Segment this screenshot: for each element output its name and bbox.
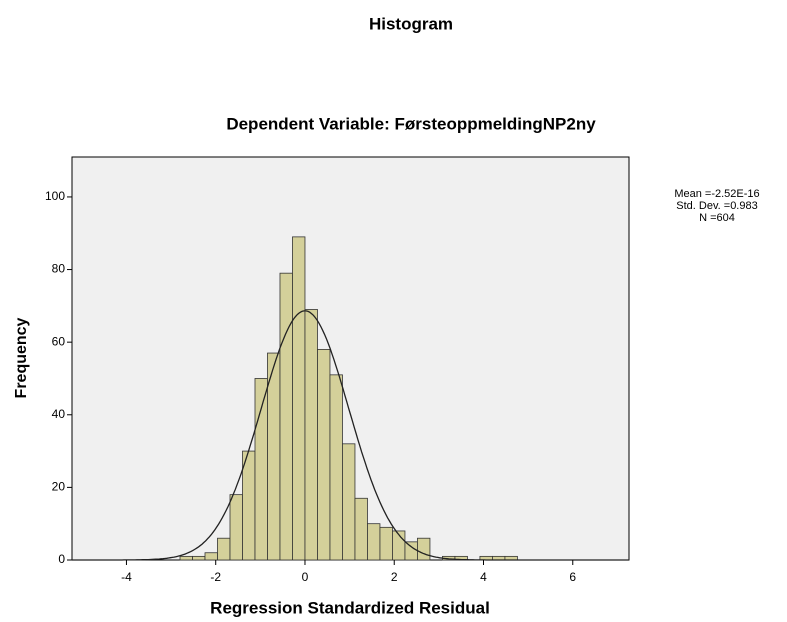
bar: [304, 309, 318, 561]
normal-curve: [72, 310, 629, 561]
y-tick-label: 0: [58, 552, 65, 566]
stat-value: 0.983: [730, 200, 758, 212]
bar: [329, 374, 343, 561]
bar: [242, 450, 256, 561]
x-tick-label: 0: [302, 570, 309, 584]
bar: [267, 352, 281, 561]
bar: [279, 272, 293, 561]
bar: [217, 537, 231, 561]
stat-line: Mean =-2.52E-16: [674, 188, 759, 200]
bar: [204, 552, 218, 561]
y-tick-label: 20: [52, 480, 66, 494]
chart-subtitle: Dependent Variable: FørsteoppmeldingNP2n…: [226, 114, 596, 133]
y-tick-label: 40: [52, 407, 66, 421]
x-tick-label: -2: [210, 570, 221, 584]
bar: [292, 236, 306, 561]
y-axis-label: Frequency: [13, 317, 30, 398]
bar: [192, 555, 206, 561]
stat-line: Std. Dev. =0.983: [676, 200, 757, 212]
bar: [179, 555, 193, 561]
y-tick-label: 60: [52, 334, 66, 348]
bar: [379, 526, 393, 561]
chart-title: Histogram: [369, 14, 453, 33]
stat-label: Std. Dev. =: [676, 200, 730, 212]
bar: [417, 537, 431, 561]
x-tick-label: 6: [569, 570, 576, 584]
bar: [317, 349, 331, 561]
stat-value: -2.52E-16: [711, 188, 759, 200]
bar: [367, 523, 381, 561]
x-tick-label: -4: [121, 570, 132, 584]
x-tick-label: 2: [391, 570, 398, 584]
y-tick-label: 100: [45, 189, 65, 203]
stat-value: 604: [717, 212, 735, 224]
bar: [354, 497, 368, 561]
bar: [229, 494, 243, 561]
x-tick-label: 4: [480, 570, 487, 584]
bar: [342, 443, 356, 561]
stat-label: N =: [699, 212, 716, 224]
y-tick-label: 80: [52, 262, 66, 276]
bar: [254, 378, 268, 561]
bar: [404, 541, 418, 561]
x-axis-label: Regression Standardized Residual: [210, 598, 490, 617]
stat-label: Mean =: [674, 188, 711, 200]
stat-line: N =604: [699, 212, 735, 224]
